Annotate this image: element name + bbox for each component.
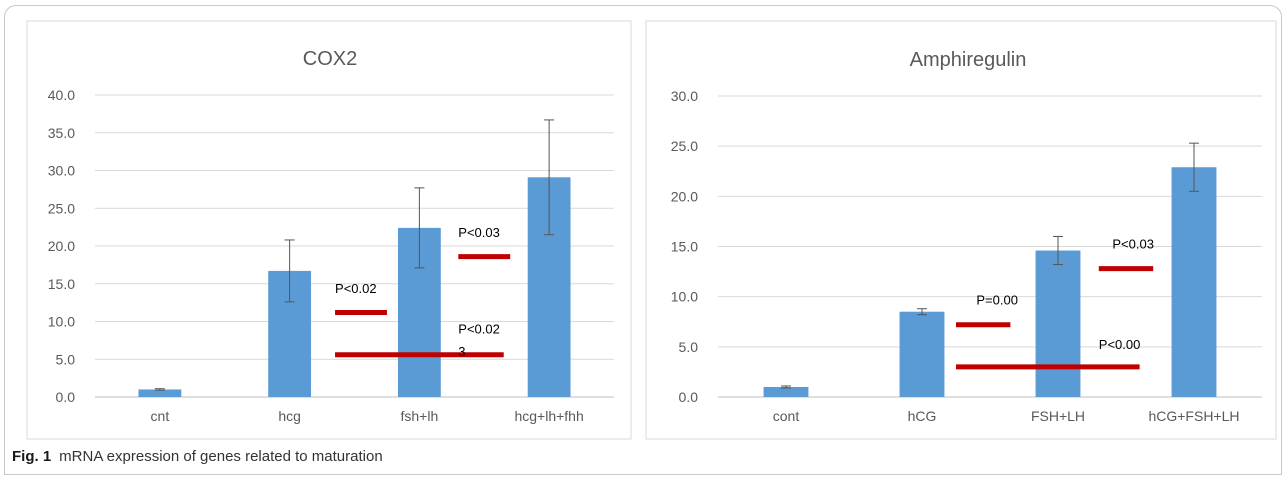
y-tick-label: 20.0 (48, 238, 75, 254)
category-label: hcg+lh+fhh (514, 408, 583, 424)
figure-caption: Fig. 1 mRNA expression of genes related t… (12, 448, 383, 465)
charts-canvas: COX20.05.010.015.020.025.030.035.040.0cn… (26, 20, 1277, 440)
chart-title: Amphiregulin (910, 49, 1027, 71)
y-tick-label: 0.0 (56, 389, 76, 405)
y-tick-label: 5.0 (56, 351, 76, 367)
y-tick-label: 35.0 (48, 125, 75, 141)
y-tick-label: 10.0 (48, 314, 75, 330)
y-tick-label: 30.0 (48, 163, 75, 179)
p-value-label: P<0.00 (1099, 337, 1141, 352)
p-value-label: P=0.00 (976, 293, 1018, 308)
bar (763, 386, 809, 397)
y-tick-label: 15.0 (671, 239, 698, 255)
p-value-label: P<0.02 (335, 281, 377, 296)
bar (138, 389, 182, 397)
category-label: fsh+lh (401, 408, 439, 424)
category-label: cnt (151, 408, 170, 424)
bar (1035, 250, 1081, 397)
chart-panel-0: COX2 0.0 5.0 10.0 15.0 20.0 25.0 30.0 35.0 40.0 cn… (26, 20, 632, 440)
caption-label: Fig. 1 (12, 448, 52, 465)
bar (899, 311, 945, 397)
bar (1171, 167, 1217, 397)
category-label: hCG+FSH+LH (1148, 408, 1239, 424)
p-value-label: 3 (458, 344, 465, 359)
p-value-label: P<0.03 (1112, 237, 1154, 252)
category-label: hCG (908, 408, 937, 424)
chart-title: COX2 (303, 48, 357, 70)
figure-frame (4, 5, 1282, 475)
category-label: cont (773, 408, 800, 424)
p-value-label: P<0.03 (458, 225, 500, 240)
y-tick-label: 25.0 (671, 138, 698, 154)
y-tick-label: 25.0 (48, 200, 75, 216)
y-tick-label: 10.0 (671, 289, 698, 305)
y-tick-label: 20.0 (671, 188, 698, 204)
p-value-label: P<0.02 (458, 322, 500, 337)
category-label: FSH+LH (1031, 408, 1085, 424)
chart-panel-1: Amphiregulin 0.0 5.0 10.0 15.0 20.0 25.0 30.0 co… (645, 20, 1277, 440)
y-tick-label: 15.0 (48, 276, 75, 292)
category-label: hcg (278, 408, 301, 424)
y-tick-label: 0.0 (679, 389, 699, 405)
y-tick-label: 5.0 (679, 339, 699, 355)
y-tick-label: 30.0 (671, 88, 698, 104)
caption-text: mRNA expression of genes related to matu… (59, 448, 383, 465)
y-tick-label: 40.0 (48, 87, 75, 103)
